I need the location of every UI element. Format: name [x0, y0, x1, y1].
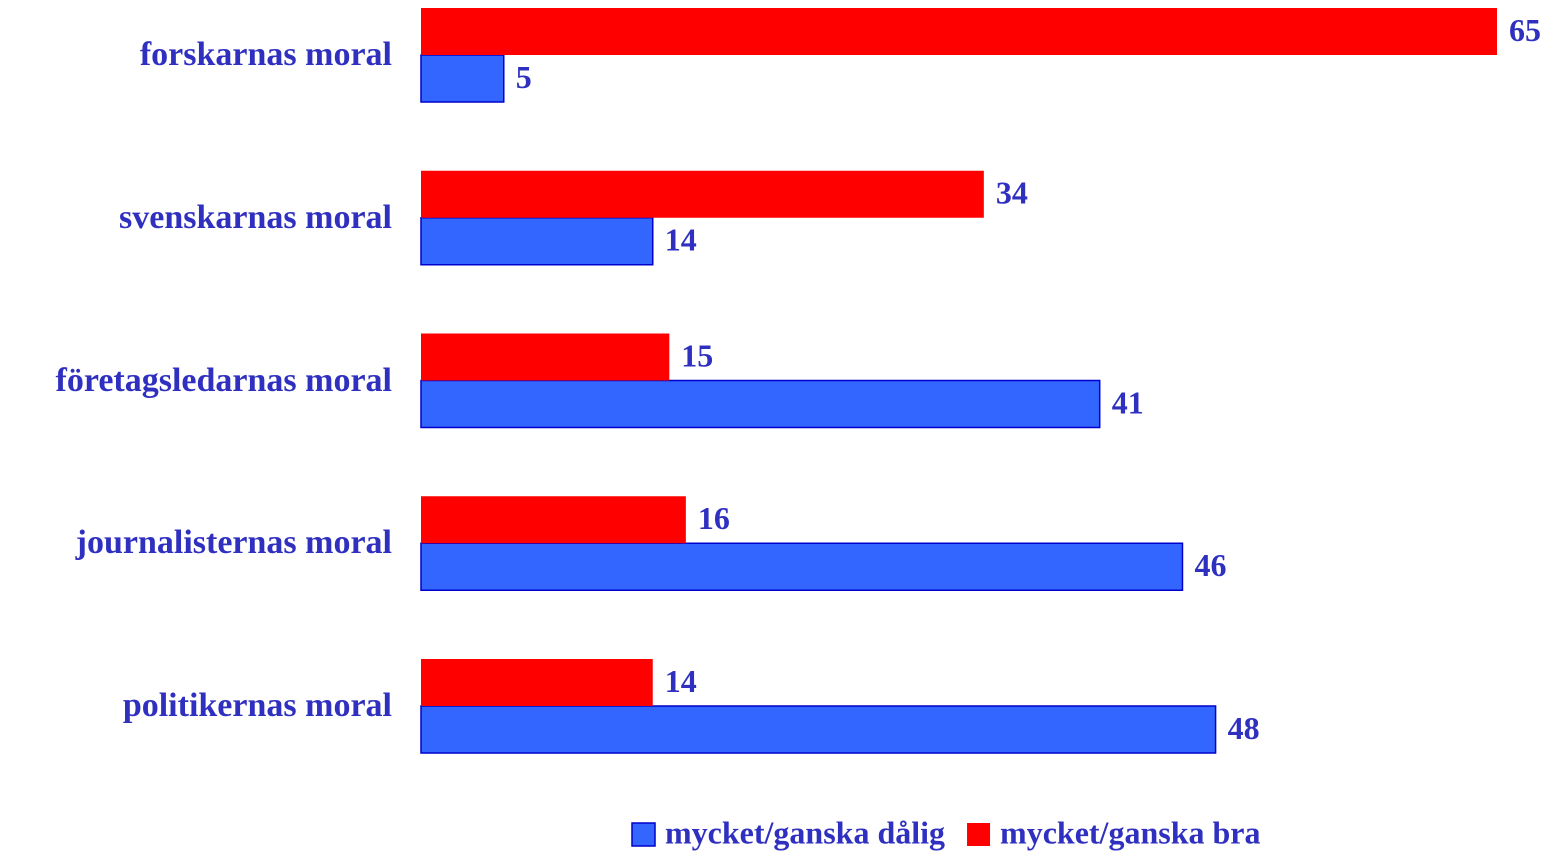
- value-label: 41: [1112, 384, 1144, 420]
- category-label: journalisternas moral: [0, 520, 392, 566]
- bar: [421, 8, 1497, 55]
- value-label: 34: [996, 175, 1028, 211]
- bar: [421, 333, 670, 381]
- value-label: 5: [516, 59, 532, 95]
- bar: [420, 542, 1184, 591]
- category-label: företagsledarnas moral: [0, 358, 392, 404]
- legend-label: mycket/ganska bra: [1000, 814, 1260, 850]
- category-text: forskarnas moral: [139, 36, 392, 73]
- category-text: svenskarnas moral: [119, 198, 392, 236]
- bar: [420, 54, 505, 103]
- value-label: 15: [681, 337, 713, 373]
- value-label: 14: [665, 663, 697, 699]
- category-label: forskarnas moral: [0, 32, 392, 78]
- category-text: journalisternas moral: [75, 524, 392, 562]
- bar: [420, 705, 1217, 754]
- category-label: svenskarnas moral: [0, 195, 392, 241]
- value-label: 65: [1509, 12, 1541, 48]
- category-text: politikernas moral: [122, 687, 392, 724]
- value-label: 16: [698, 500, 730, 536]
- value-label: 46: [1194, 547, 1226, 583]
- bar: [420, 379, 1101, 429]
- bar: [421, 496, 686, 544]
- category-text: företagsledarnas moral: [55, 361, 392, 399]
- legend-label: mycket/ganska dålig: [665, 814, 945, 850]
- legend-swatch: [631, 822, 656, 847]
- value-label: 14: [665, 222, 697, 258]
- bar: [421, 170, 984, 218]
- value-label: 48: [1228, 710, 1260, 746]
- category-label: politikernas moral: [0, 683, 392, 729]
- bar: [421, 659, 653, 706]
- legend-swatch: [967, 823, 991, 846]
- bar: [420, 217, 654, 266]
